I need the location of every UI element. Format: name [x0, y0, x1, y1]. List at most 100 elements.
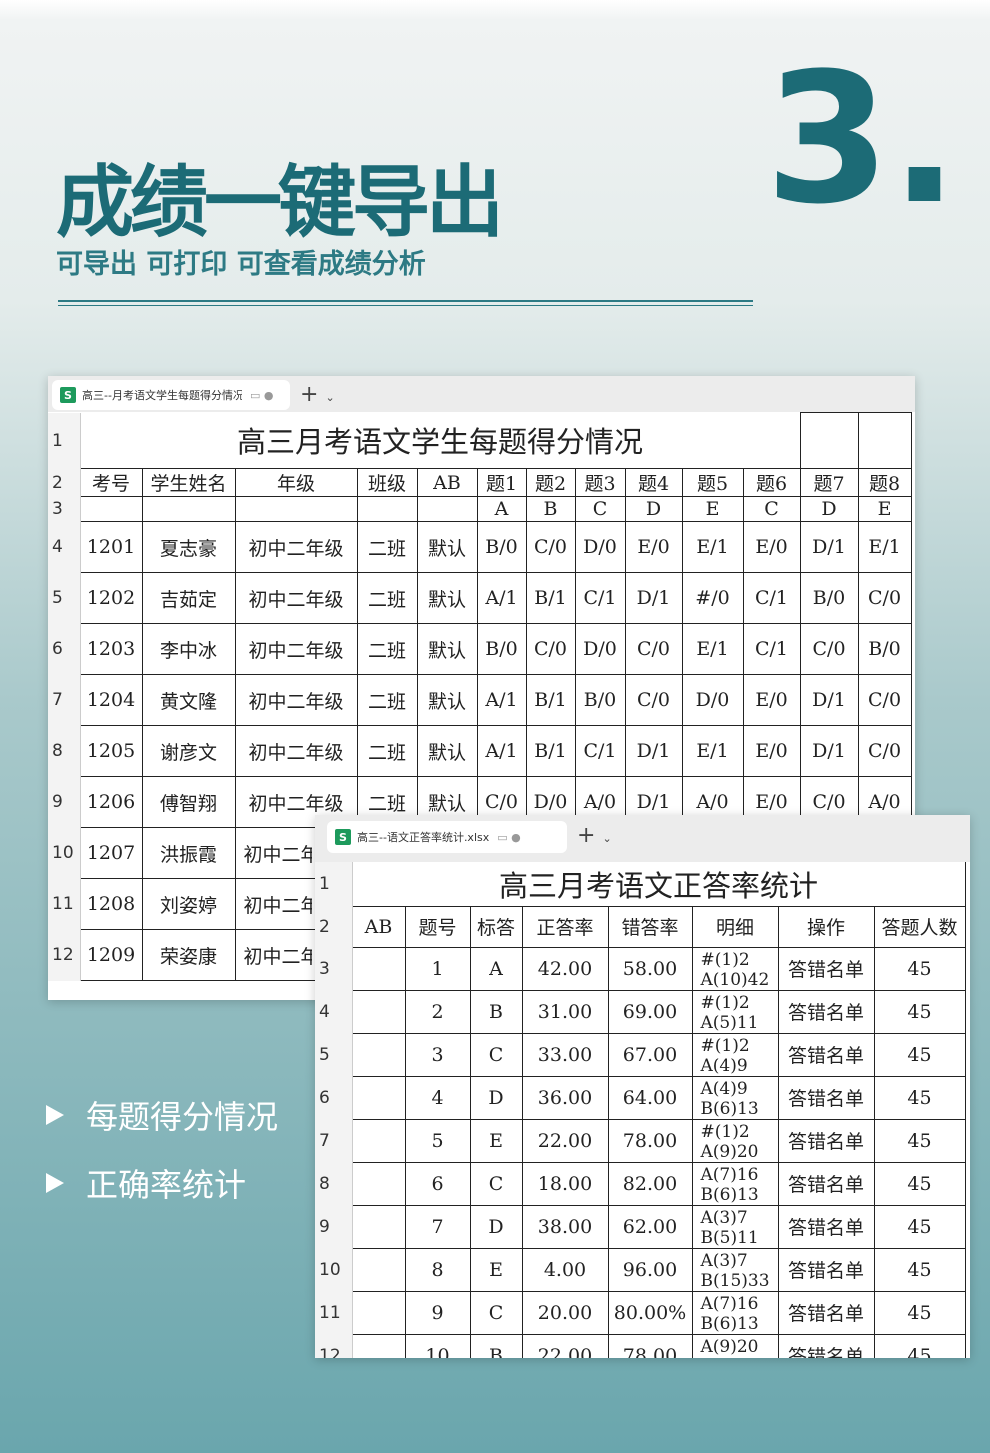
row-header[interactable]: 8 [48, 725, 81, 777]
data-cell[interactable]: D/1 [799, 674, 859, 726]
data-cell[interactable]: B/0 [857, 623, 912, 675]
data-cell[interactable]: 洪振霞 [141, 827, 236, 879]
data-cell[interactable] [351, 1075, 406, 1120]
data-cell[interactable]: 22.00 [521, 1333, 609, 1358]
column-header[interactable]: 题6 [742, 468, 801, 497]
cell[interactable] [857, 412, 912, 469]
row-header[interactable]: 7 [48, 674, 81, 726]
answer-key-cell[interactable] [416, 496, 478, 522]
sheet-title[interactable]: 高三月考语文正答率统计 [352, 862, 966, 907]
data-cell[interactable]: 1201 [79, 521, 143, 573]
data-cell[interactable]: 黄文隆 [141, 674, 236, 726]
data-cell[interactable]: 二班 [356, 623, 418, 675]
data-cell[interactable]: 45 [873, 1118, 966, 1163]
row-header[interactable]: 11 [48, 878, 81, 930]
wrong-list-link[interactable]: 答错名单 [777, 1075, 875, 1120]
data-cell[interactable]: D [469, 1075, 523, 1120]
cell[interactable] [799, 412, 859, 469]
data-cell[interactable]: 默认 [416, 521, 478, 573]
data-cell[interactable]: 初中二年级 [234, 572, 358, 624]
data-cell[interactable]: 33.00 [521, 1032, 609, 1077]
column-header[interactable]: 标答 [469, 905, 523, 948]
data-cell[interactable]: B/0 [574, 674, 626, 726]
answer-key-cell[interactable]: D [799, 496, 859, 522]
data-cell[interactable]: 1206 [79, 776, 143, 828]
row-header[interactable]: 2 [315, 906, 353, 947]
row-header[interactable]: 6 [315, 1076, 353, 1119]
detail-cell[interactable]: #(1)2 A(4)9 [691, 1032, 779, 1077]
answer-key-cell[interactable] [141, 496, 236, 522]
data-cell[interactable]: E/0 [742, 725, 801, 777]
data-cell[interactable]: 45 [873, 989, 966, 1034]
row-header[interactable]: 4 [315, 990, 353, 1033]
column-header[interactable]: 年级 [234, 468, 358, 497]
data-cell[interactable]: B/0 [476, 623, 527, 675]
data-cell[interactable]: 18.00 [521, 1161, 609, 1206]
data-cell[interactable]: D/0 [574, 521, 626, 573]
data-cell[interactable]: 刘姿婷 [141, 878, 236, 930]
data-cell[interactable]: 初中二年级 [234, 623, 358, 675]
data-cell[interactable]: 3 [404, 1032, 471, 1077]
data-cell[interactable]: E [469, 1247, 523, 1292]
data-cell[interactable]: 45 [873, 1204, 966, 1249]
data-cell[interactable]: E [469, 1118, 523, 1163]
wrong-list-link[interactable]: 答错名单 [777, 1333, 875, 1358]
data-cell[interactable] [351, 1161, 406, 1206]
column-header[interactable]: 题1 [476, 468, 527, 497]
wrong-list-link[interactable]: 答错名单 [777, 946, 875, 991]
data-cell[interactable] [351, 1118, 406, 1163]
data-cell[interactable]: C/0 [857, 674, 912, 726]
row-header[interactable]: 1 [315, 862, 353, 906]
data-cell[interactable]: 二班 [356, 521, 418, 573]
data-cell[interactable]: 45 [873, 1333, 966, 1358]
column-header[interactable]: 题2 [525, 468, 576, 497]
column-header[interactable]: 题3 [574, 468, 626, 497]
data-cell[interactable] [351, 946, 406, 991]
row-header[interactable]: 12 [48, 929, 81, 981]
data-cell[interactable]: E/1 [681, 725, 744, 777]
data-cell[interactable]: C/0 [624, 674, 683, 726]
row-header[interactable]: 12 [315, 1334, 353, 1358]
column-header[interactable]: 班级 [356, 468, 418, 497]
data-cell[interactable]: 78.00 [607, 1118, 693, 1163]
data-cell[interactable]: 9 [404, 1290, 471, 1335]
data-cell[interactable]: 默认 [416, 623, 478, 675]
data-cell[interactable]: D/1 [799, 521, 859, 573]
data-cell[interactable]: E/0 [624, 521, 683, 573]
data-cell[interactable]: A [469, 946, 523, 991]
answer-key-cell[interactable] [356, 496, 418, 522]
wrong-list-link[interactable]: 答错名单 [777, 989, 875, 1034]
answer-key-cell[interactable]: E [857, 496, 912, 522]
answer-key-cell[interactable]: D [624, 496, 683, 522]
data-cell[interactable]: D [469, 1204, 523, 1249]
new-tab-icon[interactable]: + ⌄ [300, 382, 335, 407]
data-cell[interactable] [351, 1333, 406, 1358]
data-cell[interactable]: 80.00% [607, 1290, 693, 1335]
wrong-list-link[interactable]: 答错名单 [777, 1118, 875, 1163]
data-cell[interactable]: B/1 [525, 725, 576, 777]
data-cell[interactable]: 10 [404, 1333, 471, 1358]
data-cell[interactable]: C/0 [857, 572, 912, 624]
row-header[interactable]: 10 [315, 1248, 353, 1291]
answer-key-cell[interactable]: C [574, 496, 626, 522]
data-cell[interactable]: 二班 [356, 674, 418, 726]
column-header[interactable]: 题7 [799, 468, 859, 497]
data-cell[interactable]: 36.00 [521, 1075, 609, 1120]
column-header[interactable]: 学生姓名 [141, 468, 236, 497]
data-cell[interactable]: 1202 [79, 572, 143, 624]
data-cell[interactable]: 2 [404, 989, 471, 1034]
data-cell[interactable]: 64.00 [607, 1075, 693, 1120]
data-cell[interactable]: A/1 [476, 572, 527, 624]
row-header[interactable]: 6 [48, 623, 81, 675]
answer-key-cell[interactable]: A [476, 496, 527, 522]
data-cell[interactable]: 69.00 [607, 989, 693, 1034]
data-cell[interactable]: 20.00 [521, 1290, 609, 1335]
data-cell[interactable]: E/1 [681, 521, 744, 573]
answer-key-cell[interactable] [234, 496, 358, 522]
row-header[interactable]: 5 [315, 1033, 353, 1076]
data-cell[interactable]: 1207 [79, 827, 143, 879]
row-header[interactable]: 9 [315, 1205, 353, 1248]
data-cell[interactable]: 1203 [79, 623, 143, 675]
row-header[interactable]: 10 [48, 827, 81, 879]
data-cell[interactable]: 傅智翔 [141, 776, 236, 828]
